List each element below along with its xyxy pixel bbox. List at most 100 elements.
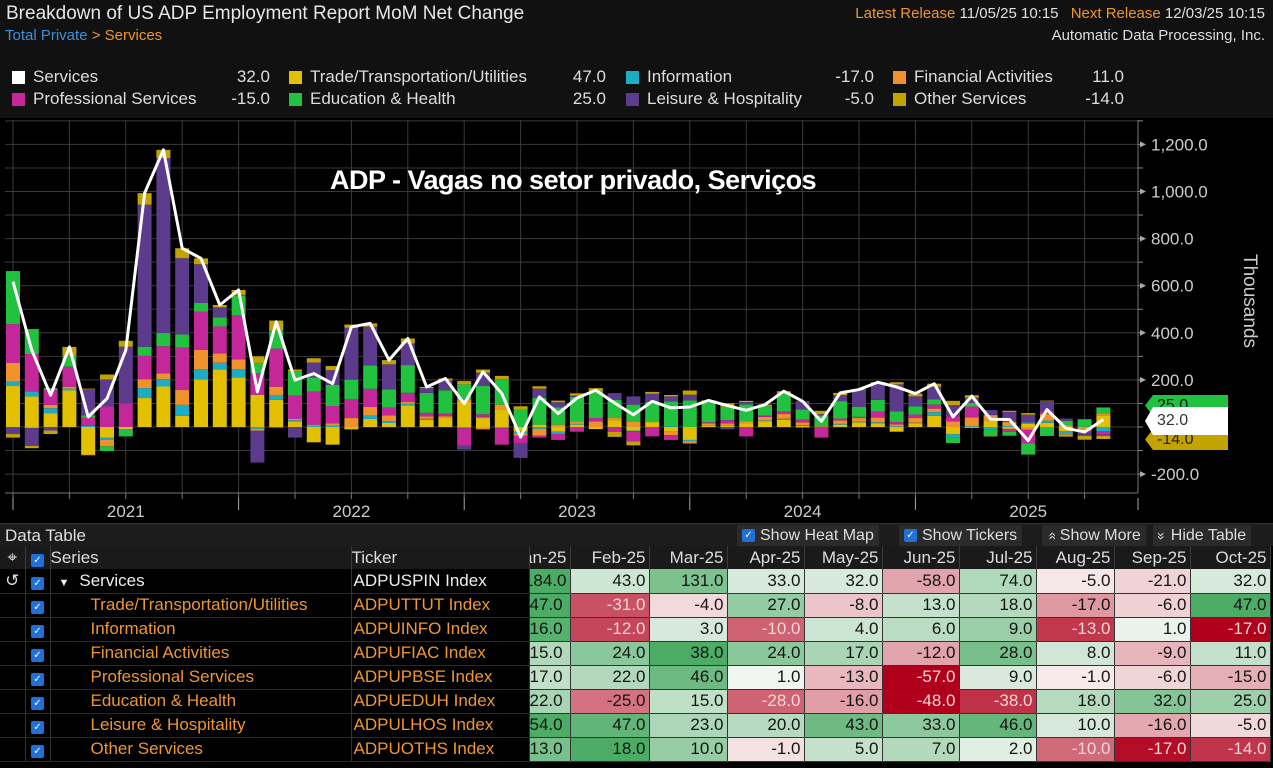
hide-table-button[interactable]: » Hide Table [1153,525,1252,546]
row-checkbox[interactable]: ✓ [25,689,51,714]
value-cell: -25.0 [570,689,650,714]
undo-icon[interactable]: ↺ [0,569,26,594]
series-cell[interactable]: Education & Health [50,689,352,714]
bar-segment [1002,427,1017,429]
value-cell: 18.0 [1036,689,1115,714]
bar-segment [62,388,77,391]
bar-segment [776,418,791,420]
bar-segment [513,406,528,410]
legend-item[interactable]: Other Services [893,89,1026,109]
series-cell[interactable]: Professional Services [50,665,352,690]
column-header-month[interactable]: Mar-25 [649,546,728,569]
table-row[interactable]: ✓ Education & Health ADPUEDUH Index 22.0 -25… [0,689,1271,714]
value-cell: 17.0 [804,641,883,666]
bar-segment [306,424,321,426]
legend-value: -15.0 [231,89,270,108]
series-cell[interactable]: Information [50,617,352,642]
bar-segment [438,380,453,391]
legend-item[interactable]: Leisure & Hospitality [626,89,802,109]
bar-segment [137,355,152,380]
breadcrumb-services[interactable]: Services [104,27,163,44]
row-checkbox[interactable]: ✓ [25,617,51,642]
row-checkbox[interactable]: ✓ [25,713,51,738]
y-tick-label: 200.0 [1151,371,1194,390]
bar-segment [382,415,396,422]
series-cell[interactable]: Other Services [50,737,352,762]
table-row[interactable]: ✓ Professional Services ADPUPBSE Index 17.0… [0,665,1271,690]
table-row[interactable]: ✓ Trade/Transportation/Utilities ADPUTTUT … [0,593,1271,618]
breadcrumb-total-private[interactable]: Total Private [5,27,88,44]
legend-item[interactable]: Information [626,67,732,87]
column-header-month[interactable]: Jan-25 [529,546,571,569]
legend-item[interactable]: Professional Services [12,89,196,109]
bar-segment [288,369,302,372]
table-row[interactable]: ✓ Information ADPUINFO Index 16.0 -12.0 3.0 -1… [0,617,1271,642]
bar-segment [1002,422,1017,427]
bar-segment [701,425,716,427]
row-checkbox[interactable]: ✓ [25,641,51,666]
bar-segment [6,381,20,387]
bar-segment [438,418,453,427]
column-header-month[interactable]: Jun-25 [882,546,960,569]
column-header-month[interactable]: Feb-25 [570,546,650,569]
bar-segment [382,389,396,408]
value-cell: 11.0 [1190,641,1271,666]
ticker-cell: ADPUINFO Index [351,617,530,642]
bar-segment [400,403,415,406]
column-header-ticker[interactable]: Ticker [351,546,530,569]
bar-segment [626,396,641,405]
column-header-series[interactable]: Series [50,546,352,569]
row-checkbox[interactable]: ✓ [25,569,51,594]
bar-segment [983,410,998,415]
bar-segment [513,435,528,444]
legend-item[interactable]: Trade/Transportation/Utilities [289,67,527,87]
value-cell: 24.0 [727,641,805,666]
row-checkbox[interactable]: ✓ [25,593,51,618]
checkbox-checked-icon: ✓ [31,721,44,734]
bar-segment [24,353,39,392]
table-row[interactable]: ✓ Leisure & Hospitality ADPULHOS Index 54.0… [0,713,1271,738]
row-checkbox[interactable]: ✓ [25,665,51,690]
bar-segment [363,365,378,389]
value-cell: 46.0 [649,665,728,690]
legend-item[interactable]: Financial Activities [893,67,1053,87]
value-cell: 4.0 [804,617,883,642]
bar-segment [795,401,810,410]
table-header-row: ⌖ ✓ Series Ticker Jan-25Feb-25Mar-25Apr-… [0,546,1271,569]
bar-segment [607,431,622,437]
series-name: Information [90,619,176,638]
bar-segment [494,427,509,429]
column-header-month[interactable]: Oct-25 [1190,546,1271,569]
row-checkbox[interactable]: ✓ [25,737,51,762]
column-header-month[interactable]: Aug-25 [1036,546,1115,569]
column-header-month[interactable]: May-25 [804,546,883,569]
table-row[interactable]: ✓ Financial Activities ADPUFIAC Index 15.0 2… [0,641,1271,666]
select-all-checkbox[interactable]: ✓ [25,546,51,569]
legend-swatch-icon [12,70,25,84]
crosshair-icon[interactable]: ⌖ [0,546,26,569]
legend-item[interactable]: Services [12,67,98,87]
expand-caret-icon[interactable]: ▼ [58,576,70,589]
bar-segment [156,386,171,427]
bar-segment [194,349,208,370]
show-tickers-toggle[interactable]: ✓ Show Tickers [899,525,1023,546]
series-name: Leisure & Hospitality [90,715,246,734]
series-cell[interactable]: ▼ Services [50,569,352,594]
column-header-month[interactable]: Apr-25 [727,546,805,569]
series-cell[interactable]: Trade/Transportation/Utilities [50,593,352,618]
column-header-month[interactable]: Jul-25 [959,546,1037,569]
column-header-month[interactable]: Sep-25 [1114,546,1191,569]
value-cell: -12.0 [570,617,650,642]
show-more-button[interactable]: » Show More [1042,525,1146,546]
bar-segment [231,359,246,370]
bar-segment [927,415,942,427]
show-heat-map-toggle[interactable]: ✓ Show Heat Map [737,525,879,546]
bar-segment [1040,411,1054,415]
bar-segment [43,413,58,427]
series-cell[interactable]: Financial Activities [50,641,352,666]
series-cell[interactable]: Leisure & Hospitality [50,713,352,738]
table-row[interactable]: ✓ Other Services ADPUOTHS Index 13.0 18.0 10.… [0,737,1271,762]
bar-segment [833,423,848,425]
legend-item[interactable]: Education & Health [289,89,456,109]
